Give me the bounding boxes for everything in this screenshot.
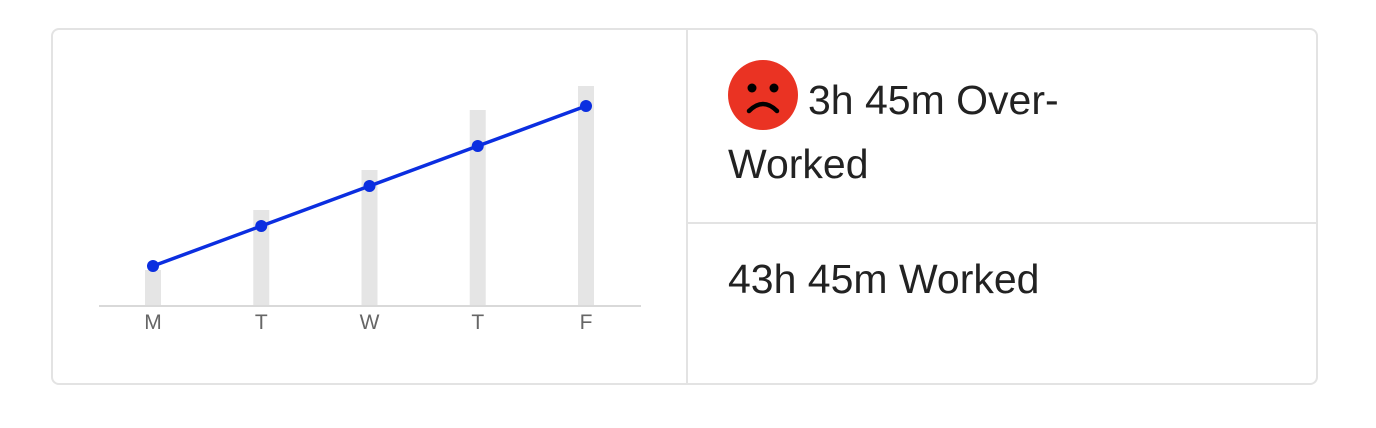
chart-bar (361, 170, 378, 306)
trend-point (255, 220, 268, 232)
hours-summary-card: M T W T F 3h 45m Over-Worked 43h 45m Worked (51, 28, 1318, 385)
sad-face-icon (728, 60, 798, 130)
stats-panel: 3h 45m Over-Worked 43h 45m Worked (688, 30, 1316, 383)
x-tick-label: M (144, 311, 162, 334)
trend-point (147, 260, 159, 272)
chart-bar (145, 270, 161, 306)
x-tick-label: W (360, 311, 380, 334)
trend-point (471, 140, 484, 152)
x-tick-label: T (471, 311, 484, 334)
overworked-stat: 3h 45m Over-Worked (688, 30, 1316, 224)
chart-bar (578, 86, 594, 306)
trend-point (580, 100, 592, 112)
chart-bar (253, 210, 270, 306)
overworked-line: 3h 45m Over-Worked (728, 60, 1168, 196)
worked-text: 43h 45m Worked (728, 256, 1040, 302)
panel-divider (686, 30, 688, 383)
x-tick-label: T (255, 311, 268, 334)
worked-stat: 43h 45m Worked (688, 224, 1316, 383)
overworked-text: 3h 45m Over-Worked (728, 77, 1059, 187)
x-tick-label: F (580, 311, 593, 334)
chart-bar (469, 110, 486, 306)
trend-point (363, 180, 376, 192)
